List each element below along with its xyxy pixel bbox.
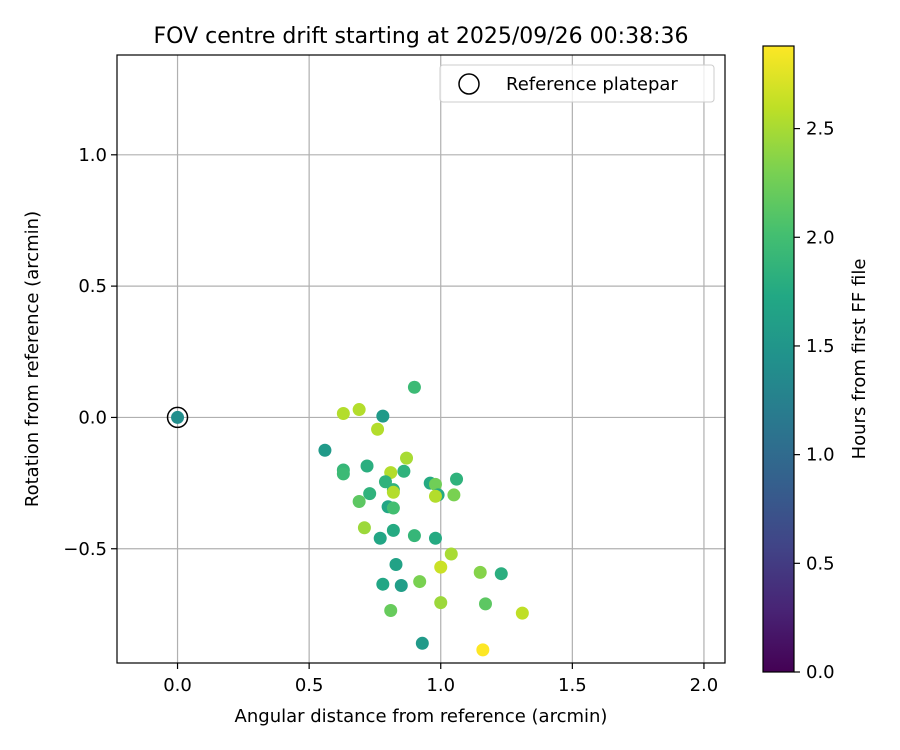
data-point xyxy=(428,489,442,503)
data-point xyxy=(386,501,400,515)
data-point xyxy=(413,575,427,589)
colorbar-tick-label: 2.5 xyxy=(806,119,835,140)
data-point xyxy=(378,475,392,489)
x-tick-label: 0.0 xyxy=(163,675,192,696)
data-point xyxy=(376,409,390,423)
data-point xyxy=(363,487,377,501)
data-point xyxy=(476,643,490,657)
data-point xyxy=(371,422,385,436)
data-point xyxy=(407,529,421,543)
data-point xyxy=(318,443,332,457)
data-point xyxy=(384,603,398,617)
chart-title: FOV centre drift starting at 2025/09/26 … xyxy=(154,24,689,49)
data-point xyxy=(428,477,442,491)
colorbar-tick-label: 2.0 xyxy=(806,227,835,248)
x-tick-label: 1.5 xyxy=(558,675,587,696)
data-point xyxy=(373,531,387,545)
data-point xyxy=(389,558,403,572)
data-point xyxy=(397,464,411,478)
data-point xyxy=(360,459,374,473)
data-point xyxy=(394,579,408,593)
data-point xyxy=(376,577,390,591)
data-point xyxy=(386,523,400,537)
y-axis-label: Rotation from reference (arcmin) xyxy=(22,211,43,507)
data-point xyxy=(400,451,414,465)
colorbar-gradient xyxy=(762,45,795,673)
data-point xyxy=(434,560,448,574)
x-tick-label: 1.0 xyxy=(426,675,455,696)
colorbar: 0.0 0.5 1.0 1.5 2.0 2.5 Hours from first FF f… xyxy=(762,45,870,683)
data-points xyxy=(166,380,529,657)
data-point xyxy=(447,488,461,502)
y-tick-label: 0.0 xyxy=(78,407,107,428)
y-axis-ticks: −0.5 0.0 0.5 1.0 xyxy=(63,145,117,560)
reference-point xyxy=(171,410,185,424)
x-tick-label: 0.5 xyxy=(295,675,324,696)
legend-box xyxy=(439,64,715,103)
grid-lines xyxy=(117,55,725,663)
data-point xyxy=(407,380,421,394)
data-point xyxy=(434,596,448,610)
y-tick-label: 0.5 xyxy=(78,276,107,297)
data-point xyxy=(357,521,371,535)
data-point xyxy=(352,494,366,508)
data-point xyxy=(415,636,429,650)
data-point xyxy=(352,403,366,417)
y-tick-label: −0.5 xyxy=(63,539,107,560)
data-point xyxy=(336,406,350,420)
data-point xyxy=(386,485,400,499)
x-tick-label: 2.0 xyxy=(690,675,719,696)
data-point xyxy=(478,597,492,611)
colorbar-tick-label: 1.5 xyxy=(806,336,835,357)
y-tick-label: 1.0 xyxy=(78,145,107,166)
x-axis-label: Angular distance from reference (arcmin) xyxy=(235,706,608,727)
data-point xyxy=(515,606,529,620)
colorbar-tick-label: 1.0 xyxy=(806,445,835,466)
legend: Reference platepar xyxy=(439,64,715,103)
data-point xyxy=(494,567,508,581)
legend-marker-reference xyxy=(458,73,480,95)
data-point xyxy=(473,565,487,579)
x-axis-ticks: 0.0 0.5 1.0 1.5 2.0 xyxy=(163,663,718,696)
colorbar-ticks: 0.0 0.5 1.0 1.5 2.0 2.5 xyxy=(794,119,835,683)
colorbar-tick-label: 0.5 xyxy=(806,553,835,574)
data-point xyxy=(336,467,350,481)
legend-label-reference: Reference platepar xyxy=(506,74,678,95)
data-point xyxy=(450,472,464,486)
plot-frame xyxy=(116,54,726,664)
data-point xyxy=(444,547,458,561)
reference-marker xyxy=(166,406,189,429)
colorbar-label: Hours from first FF file xyxy=(849,259,870,460)
data-point xyxy=(428,531,442,545)
colorbar-tick-label: 0.0 xyxy=(806,662,835,683)
